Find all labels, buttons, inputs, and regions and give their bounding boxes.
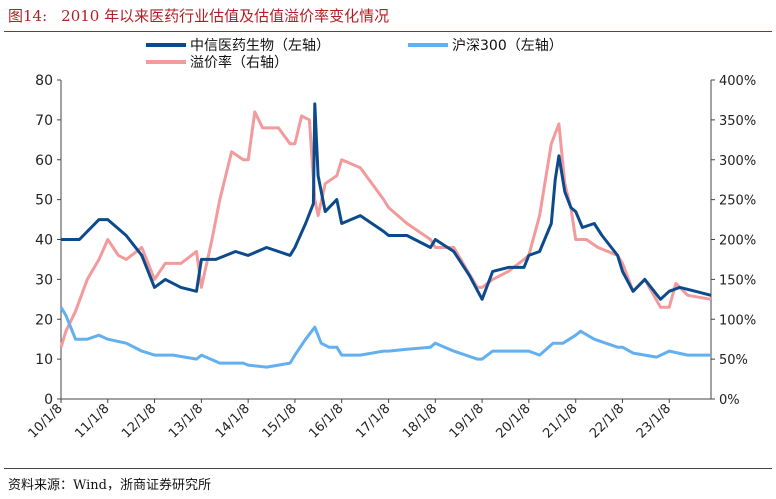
y-left-tick-label: 30: [35, 272, 53, 288]
x-tick-label: 15/1/8: [260, 401, 300, 441]
x-tick-label: 23/1/8: [634, 401, 674, 441]
x-tick-label: 19/1/8: [447, 401, 487, 441]
series-line-pharma: [61, 102, 712, 301]
y-right-tick-label: 100%: [719, 313, 756, 328]
y-left-tick-label: 20: [35, 312, 53, 328]
y-right-tick-label: 350%: [719, 114, 756, 129]
y-right-tick-label: 400%: [719, 74, 756, 89]
figure-title-text: 2010 年以来医药行业估值及估值溢价率变化情况: [61, 7, 390, 25]
x-tick-label: 16/1/8: [306, 401, 346, 441]
source-rule: [4, 468, 772, 469]
y-right-tick-label: 250%: [719, 194, 756, 209]
chart: 中信医药生物（左轴） 沪深300（左轴） 溢价率（右轴） 0 10 20 30 40 50 60…: [26, 38, 757, 441]
legend-label-premium: 溢价率（右轴）: [190, 54, 288, 71]
title-rule: [4, 31, 772, 32]
y-left-tick-label: 10: [35, 352, 53, 368]
y-right-tick-label: 300%: [719, 154, 756, 169]
figure-label: 图14:: [8, 7, 48, 25]
legend-label-hs300: 沪深300（左轴）: [452, 38, 563, 54]
y-left-tick-label: 50: [35, 193, 53, 209]
legend: 中信医药生物（左轴） 沪深300（左轴） 溢价率（右轴）: [146, 38, 563, 71]
x-tick-label: 13/1/8: [166, 401, 206, 441]
axes: 0 10 20 30 40 50 60 70 80 0% 50% 100% 150% 200% 250% 30…: [26, 73, 757, 441]
y-right-tick-label: 200%: [719, 234, 756, 249]
x-tick-label: 12/1/8: [119, 401, 159, 441]
source-note: 资料来源：Wind，浙商证券研究所: [8, 478, 211, 493]
y-left-tick-label: 80: [35, 73, 53, 89]
y-left-tick-label: 70: [35, 113, 53, 129]
series-line-hs300: [59, 306, 711, 369]
series-line-premium: [59, 110, 712, 348]
y-left-tick-label: 60: [35, 153, 53, 169]
legend-label-pharma: 中信医药生物（左轴）: [190, 38, 330, 54]
x-tick-label: 11/1/8: [72, 401, 112, 441]
x-tick-label: 18/1/8: [400, 401, 440, 441]
y-right-tick-label: 50%: [719, 353, 748, 368]
x-tick-label: 20/1/8: [493, 401, 533, 441]
x-tick-label: 21/1/8: [540, 401, 580, 441]
plot-area: [59, 102, 712, 369]
x-tick-label: 17/1/8: [353, 401, 393, 441]
y-left-tick-label: 0: [44, 392, 53, 408]
figure-title: 图14: 2010 年以来医药行业估值及估值溢价率变化情况: [8, 4, 389, 28]
x-tick-label: 14/1/8: [213, 401, 253, 441]
y-right-tick-label: 0%: [719, 393, 740, 408]
x-tick-label: 22/1/8: [587, 401, 627, 441]
y-left-tick-label: 40: [35, 233, 53, 249]
y-right-tick-label: 150%: [719, 273, 756, 288]
